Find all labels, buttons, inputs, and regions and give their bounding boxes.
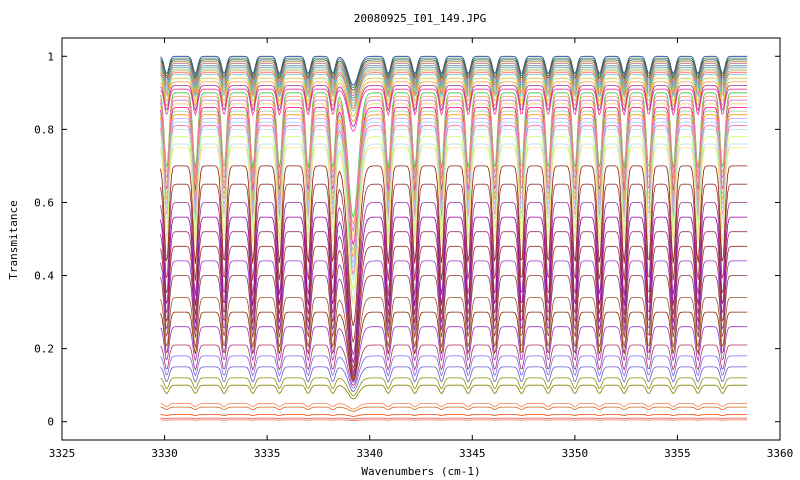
spectrum-series xyxy=(160,344,748,387)
spectrum-series xyxy=(160,297,748,381)
spectrum-series xyxy=(160,74,748,112)
y-tick-label: 1 xyxy=(47,50,54,63)
spectrum-series xyxy=(160,417,748,420)
x-tick-label: 3325 xyxy=(49,447,76,460)
spectrum-series xyxy=(160,55,748,86)
spectrum-series xyxy=(160,260,748,377)
spectrum-series xyxy=(160,59,748,91)
spectrum-series xyxy=(160,183,748,343)
spectrum-series xyxy=(160,165,748,327)
x-tick-label: 3355 xyxy=(664,447,691,460)
x-axis: 3325 3330 3335 3340 3345 3350 3355 3360 xyxy=(49,38,794,460)
x-tick-label: 3330 xyxy=(151,447,178,460)
spectrum-series xyxy=(160,129,748,281)
y-axis-label: Transmitance xyxy=(7,200,20,279)
spectrum-series xyxy=(160,216,748,365)
y-tick-label: 0.6 xyxy=(34,196,54,209)
spectrum-series xyxy=(160,88,748,132)
spectrum-series xyxy=(160,136,748,291)
chart-title: 20080925_I01_149.JPG xyxy=(354,12,486,25)
x-tick-label: 3360 xyxy=(767,447,794,460)
spectrum-series xyxy=(160,147,748,306)
spectrum-series xyxy=(160,384,748,400)
y-tick-label: 0.2 xyxy=(34,343,54,356)
series-layer xyxy=(160,55,748,421)
spectrum-series xyxy=(160,414,748,417)
spectrum-series xyxy=(160,85,748,128)
spectrum-series xyxy=(160,68,748,105)
spectrum-series xyxy=(160,406,748,412)
spectrum-series xyxy=(160,366,748,393)
plot-frame xyxy=(61,37,781,441)
spectrum-series xyxy=(160,245,748,374)
spectrum-series xyxy=(160,355,748,389)
x-tick-label: 3335 xyxy=(254,447,281,460)
spectrum-series xyxy=(160,275,748,379)
spectrum-series xyxy=(160,70,748,107)
spectrum-series xyxy=(160,326,748,384)
spectrum-series xyxy=(160,77,748,117)
spectrum-series xyxy=(160,57,748,89)
x-tick-label: 3340 xyxy=(356,447,383,460)
spectrum-series xyxy=(160,311,748,382)
x-axis-label: Wavenumbers (cm-1) xyxy=(361,465,480,478)
spectrum-series xyxy=(160,61,748,94)
spectrum-series xyxy=(160,65,748,99)
spectrum-series xyxy=(160,403,748,410)
y-tick-label: 0.8 xyxy=(34,123,54,136)
spectrum-series xyxy=(160,202,748,356)
spectrum-series xyxy=(160,66,748,102)
y-tick-label: 0 xyxy=(47,416,54,429)
y-tick-label: 0.4 xyxy=(34,270,54,283)
spectrum-series xyxy=(160,377,748,397)
spectrum-series xyxy=(160,81,748,123)
spectrum-series xyxy=(160,231,748,370)
x-tick-label: 3345 xyxy=(459,447,486,460)
spectrum-series xyxy=(160,63,748,97)
spectrum-series xyxy=(160,72,748,110)
x-tick-label: 3350 xyxy=(562,447,589,460)
y-axis: 0 0.2 0.4 0.6 0.8 1 xyxy=(34,50,780,429)
